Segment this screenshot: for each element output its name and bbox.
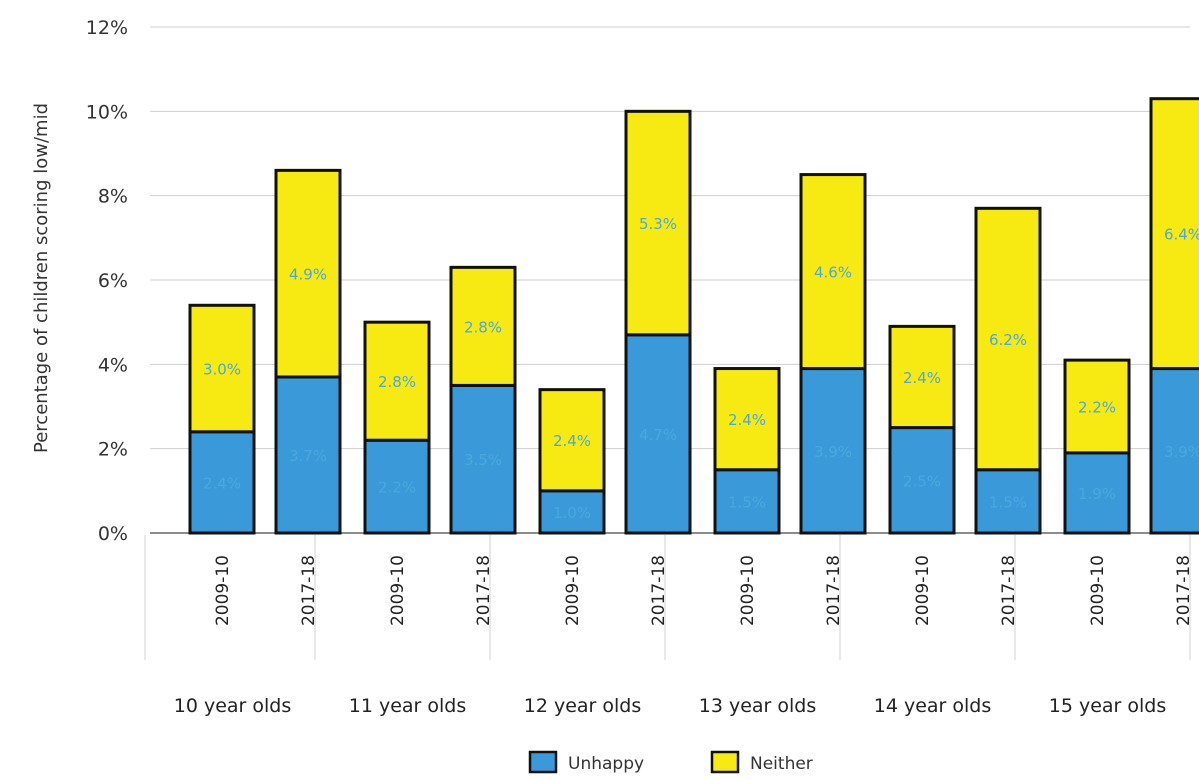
data-label-unhappy: 3.9% (1164, 443, 1199, 461)
x-tick-label: 2009-10 (913, 555, 933, 626)
data-label-unhappy: 3.7% (289, 447, 327, 465)
bar-unhappy (363, 438, 431, 535)
x-tick-label: 2009-10 (563, 555, 583, 626)
legend: Unhappy Neither (528, 750, 813, 774)
data-label-neither: 3.0% (203, 361, 241, 379)
data-label-neither: 5.3% (639, 215, 677, 233)
data-label-neither: 4.9% (289, 266, 327, 284)
bars (188, 97, 1199, 535)
y-tick-label: 0% (98, 523, 128, 545)
data-label-unhappy: 2.2% (378, 479, 416, 497)
legend-swatch-neither (710, 750, 740, 774)
x-tick-label: 2017-18 (474, 555, 494, 626)
y-tick-label: 2% (98, 439, 128, 461)
bar-unhappy (188, 430, 256, 535)
y-tick-label: 4% (98, 354, 128, 376)
group-label: 11 year olds (349, 695, 467, 717)
bar-unhappy (1149, 367, 1199, 535)
bar-unhappy (449, 383, 517, 535)
data-label-unhappy: 3.9% (814, 443, 852, 461)
y-axis: 0% 2% 4% 6% 8% 10% 12% (86, 17, 128, 545)
data-label-neither: 4.6% (814, 264, 852, 282)
data-label-unhappy: 1.5% (989, 493, 1027, 511)
group-label: 12 year olds (524, 695, 642, 717)
data-label-neither: 2.4% (728, 411, 766, 429)
data-label-unhappy: 2.5% (903, 472, 941, 490)
legend-label-neither: Neither (750, 754, 813, 774)
x-tick-label: 2009-10 (1088, 555, 1108, 626)
data-label-unhappy: 3.5% (464, 451, 502, 469)
bar-neither (363, 320, 431, 442)
bar-unhappy (713, 468, 781, 535)
data-label-neither: 2.4% (903, 369, 941, 387)
y-axis-title: Percentage of children scoring low/mid (31, 103, 52, 453)
bar-neither (538, 388, 606, 493)
bar-unhappy (799, 367, 867, 535)
data-labels: 2.4% 3.0% 3.7% 4.9% 2.2% 2.8% 3.5% 2.8% 1.0% 2.4%… (203, 215, 1199, 522)
legend-label-unhappy: Unhappy (568, 754, 644, 774)
data-label-unhappy: 1.9% (1078, 485, 1116, 503)
data-label-unhappy: 4.7% (639, 426, 677, 444)
y-tick-label: 12% (86, 17, 128, 39)
x-tick-label: 2017-18 (299, 555, 319, 626)
legend-swatch-unhappy (528, 750, 558, 774)
bar-unhappy (274, 375, 342, 535)
bar-neither (624, 109, 692, 337)
bar-neither (188, 303, 256, 434)
data-label-unhappy: 1.0% (553, 504, 591, 522)
bar-neither (974, 206, 1042, 472)
x-tick-label: 2009-10 (213, 555, 233, 626)
bar-unhappy (888, 426, 956, 535)
y-tick-label: 6% (98, 270, 128, 292)
x-tick-label: 2017-18 (999, 555, 1019, 626)
bar-unhappy (1063, 451, 1131, 535)
x-tick-label: 2009-10 (738, 555, 758, 626)
bar-unhappy (624, 333, 692, 535)
x-tick-label: 2017-18 (649, 555, 669, 626)
x-axis: 2009-10 2017-18 2009-10 2017-18 2009-10 2017-… (144, 535, 1194, 717)
data-label-neither: 2.8% (378, 373, 416, 391)
data-label-neither: 2.8% (464, 318, 502, 336)
bar-neither (274, 168, 342, 379)
bar-neither (888, 324, 956, 430)
data-label-neither: 2.4% (553, 432, 591, 450)
group-label: 13 year olds (699, 695, 817, 717)
x-tick-label: 2017-18 (1174, 555, 1194, 626)
y-tick-label: 8% (98, 186, 128, 208)
bar-neither (799, 173, 867, 371)
data-label-neither: 6.2% (989, 331, 1027, 349)
data-label-neither: 2.2% (1078, 399, 1116, 417)
x-tick-label: 2017-18 (824, 555, 844, 626)
bar-unhappy (538, 489, 606, 535)
bar-neither (713, 367, 781, 472)
bar-neither (449, 265, 517, 387)
data-label-unhappy: 2.4% (203, 474, 241, 492)
bar-neither (1149, 97, 1199, 371)
bar-neither (1063, 358, 1131, 455)
data-label-neither: 6.4% (1164, 226, 1199, 244)
group-label: 15 year olds (1049, 695, 1167, 717)
data-label-unhappy: 1.5% (728, 493, 766, 511)
x-tick-label: 2009-10 (388, 555, 408, 626)
group-label: 14 year olds (874, 695, 992, 717)
group-label: 10 year olds (174, 695, 292, 717)
y-tick-label: 10% (86, 101, 128, 123)
